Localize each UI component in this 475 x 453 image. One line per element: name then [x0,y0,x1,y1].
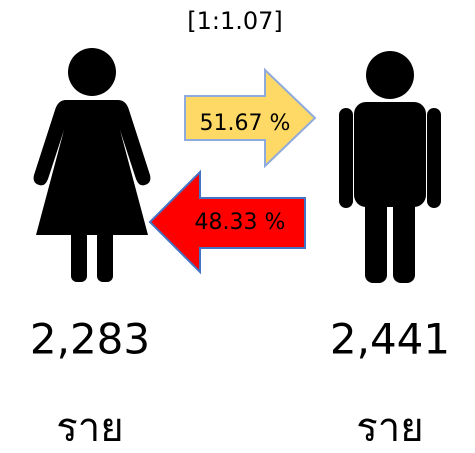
arrow-right [184,67,317,169]
female-icon [33,48,151,282]
percent-to-male: 51.67 % [200,111,291,136]
male-unit: ราย [356,405,423,451]
arrow-left [148,169,306,275]
male-icon [339,51,441,283]
percent-to-female: 48.33 % [195,210,286,235]
male-count: 2,441 [330,315,450,364]
ratio: [1:1.07] [187,7,283,35]
female-unit: ราย [56,405,123,451]
female-count: 2,283 [30,315,150,364]
